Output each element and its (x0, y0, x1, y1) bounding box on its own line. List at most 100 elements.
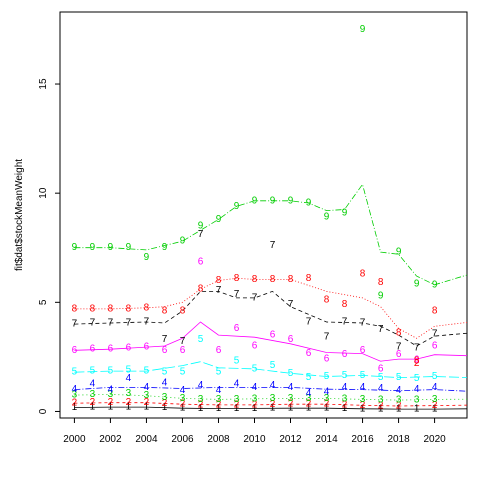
series-3-point: 3 (288, 393, 294, 404)
y-tick-label: 10 (38, 187, 49, 199)
x-tick-label: 2008 (207, 434, 230, 445)
series-3-point: 3 (360, 394, 366, 405)
series-7-point: 7 (144, 317, 150, 328)
series-7-point: 7 (288, 299, 294, 310)
series-3-point: 3 (342, 393, 348, 404)
series-2-point: 2 (432, 400, 438, 411)
series-1-point: 1 (90, 402, 96, 413)
series-lines (74, 183, 467, 410)
series-7-point: 7 (252, 292, 258, 303)
series-3-point: 3 (414, 395, 420, 406)
series-6-point: 6 (252, 341, 258, 352)
series-1-point: 1 (252, 403, 258, 414)
series-6-point: 6 (234, 323, 240, 334)
series-7-point: 7 (360, 318, 366, 329)
series-5-point: 5 (306, 372, 312, 383)
series-2-point: 2 (306, 399, 312, 410)
series-6-point: 6 (360, 345, 366, 356)
series-6-line (74, 321, 467, 362)
series-9-point: 9 (270, 195, 276, 206)
series-2-point: 2 (360, 400, 366, 411)
series-2-point: 2 (288, 399, 294, 410)
series-4-point: 4 (108, 385, 114, 396)
series-9-point: 9 (234, 201, 240, 212)
series-5-point: 5 (396, 372, 402, 383)
series-9-point: 9 (126, 242, 132, 253)
series-8-point: 8 (108, 303, 114, 314)
series-4-point: 4 (378, 383, 384, 394)
series-3-point: 3 (180, 393, 186, 404)
series-1-point: 1 (162, 402, 168, 413)
series-7-point: 7 (306, 317, 312, 328)
series-2-point: 2 (162, 398, 168, 409)
series-2-point: 2 (144, 397, 150, 408)
series-4-point: 4 (234, 379, 240, 390)
series-6-point: 6 (162, 345, 168, 356)
series-2-point: 2 (198, 399, 204, 410)
series-9-point: 9 (306, 198, 312, 209)
series-6-point: 6 (72, 345, 78, 356)
series-3-point: 3 (144, 390, 150, 401)
series-1-point: 1 (414, 404, 420, 415)
series-5-point: 5 (342, 370, 348, 381)
series-6-point: 6 (324, 354, 330, 365)
series-6-point: 6 (180, 345, 186, 356)
series-8-point: 8 (306, 273, 312, 284)
series-3-point: 3 (378, 395, 384, 406)
series-1-point: 1 (342, 403, 348, 414)
series-1-line (74, 406, 467, 410)
series-6-point: 6 (90, 344, 96, 355)
series-7-point: 7 (432, 329, 438, 340)
series-8-point: 8 (396, 327, 402, 338)
series-1-point: 1 (180, 403, 186, 414)
series-3-point: 3 (270, 393, 276, 404)
series-4-point: 4 (252, 382, 258, 393)
series-9-point: 9 (360, 24, 366, 35)
series-7-point: 7 (342, 317, 348, 328)
series-5-point: 5 (252, 363, 258, 374)
series-9-line (74, 183, 467, 286)
series-1-point: 1 (324, 403, 330, 414)
series-1-point: 1 (126, 402, 132, 413)
series-8-point: 8 (234, 273, 240, 284)
series-7-point: 7 (72, 319, 78, 330)
series-9-point: 9 (396, 247, 402, 258)
series-8-point: 8 (126, 303, 132, 314)
series-4-point: 4 (216, 385, 222, 396)
series-8-line (74, 277, 467, 339)
series-5-point: 5 (180, 367, 186, 378)
y-tick-label: 5 (38, 299, 49, 305)
series-6-point: 6 (432, 341, 438, 352)
series-1-point: 1 (306, 403, 312, 414)
series-6-point: 6 (396, 349, 402, 360)
series-9-point: 9 (252, 195, 258, 206)
series-9-point: 9 (216, 214, 222, 225)
series-2-point: 2 (90, 397, 96, 408)
x-tick-label: 2014 (315, 434, 338, 445)
x-tick-label: 2020 (423, 434, 446, 445)
series-7-point: 7 (378, 324, 384, 335)
series-2-point: 2 (108, 397, 114, 408)
series-4-point: 4 (90, 379, 96, 390)
series-6-point: 6 (198, 256, 204, 267)
series-7-point: 7 (126, 318, 132, 329)
series-5-point: 5 (432, 371, 438, 382)
series-3-point: 3 (432, 394, 438, 405)
series-2-line (74, 402, 467, 407)
x-tick-label: 2010 (243, 434, 266, 445)
series-5-point: 5 (360, 370, 366, 381)
series-5-point: 5 (216, 367, 222, 378)
series-7-point: 7 (324, 332, 330, 343)
series-2-point: 2 (72, 398, 78, 409)
series-8-point: 8 (342, 299, 348, 310)
series-9-point: 9 (414, 278, 420, 289)
series-3-point: 3 (162, 392, 168, 403)
series-2-point: 2 (414, 358, 420, 369)
series-1-point: 1 (288, 403, 294, 414)
series-5-point: 5 (288, 368, 294, 379)
series-7-point: 7 (162, 334, 168, 345)
series-point-labels: 1 1 1 1 1 1 1 1 1 1 1 1 1 1 1 1 1 1 1 1 12 2 2 2 2 2 2 2 2 2 2 2 2 2 2 2 2 2 2… (72, 24, 438, 415)
series-6-point: 6 (126, 343, 132, 354)
series-5-line (74, 361, 467, 379)
series-5-point: 5 (162, 367, 168, 378)
